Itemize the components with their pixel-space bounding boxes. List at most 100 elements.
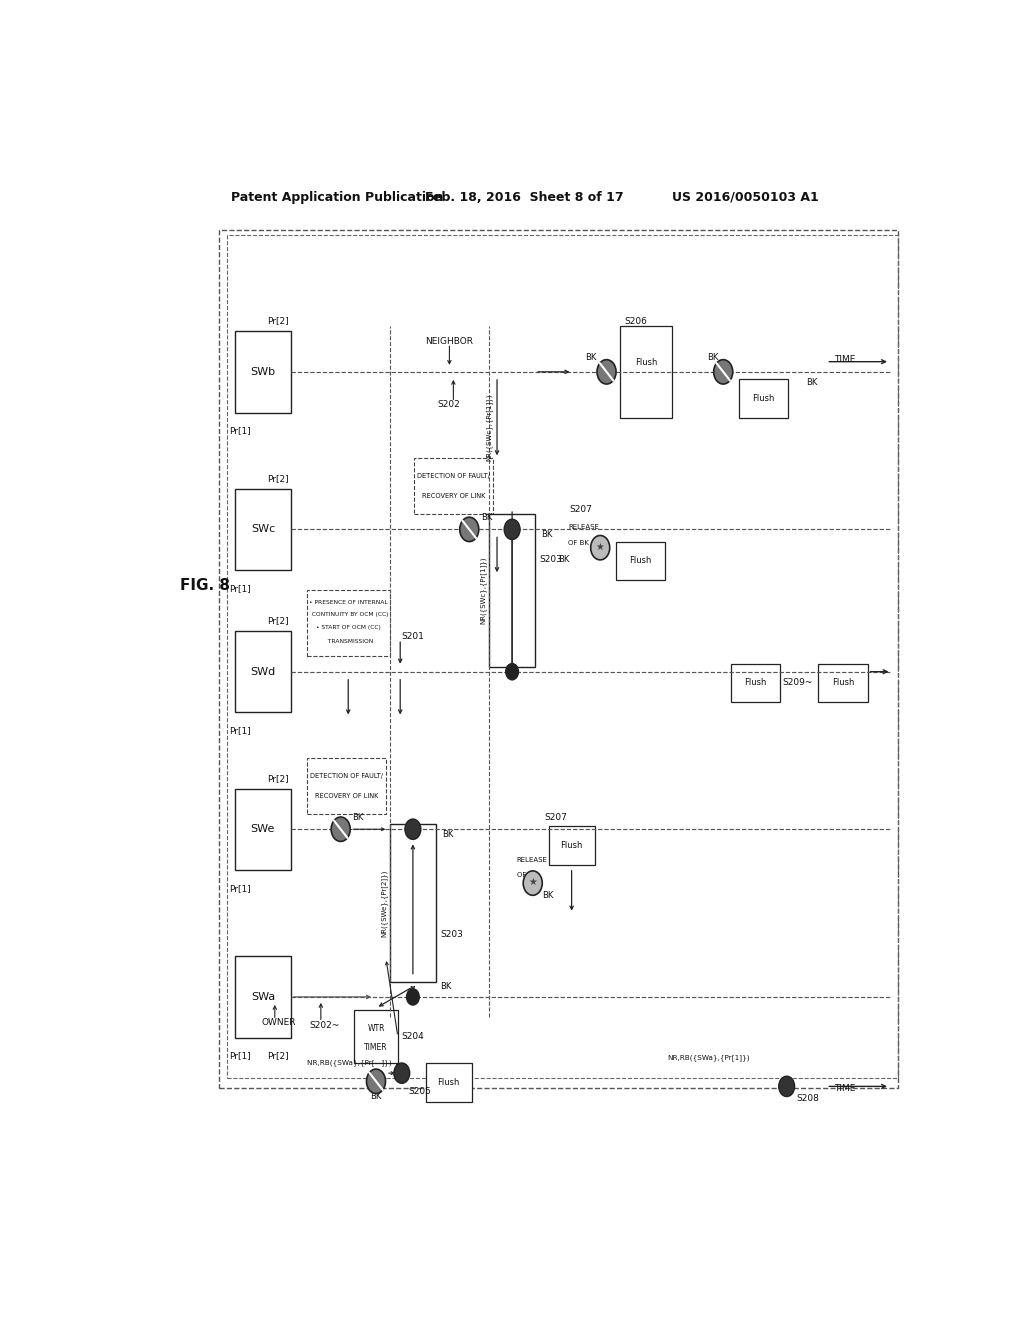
Text: S207: S207 (545, 813, 567, 821)
Text: Pr[1]: Pr[1] (229, 583, 251, 593)
Text: BK: BK (352, 813, 364, 821)
Text: TRANSMISSION: TRANSMISSION (324, 639, 373, 644)
Text: Patent Application Publication: Patent Application Publication (231, 190, 443, 203)
Circle shape (394, 1063, 410, 1084)
Text: RECOVERY OF LINK: RECOVERY OF LINK (422, 494, 485, 499)
Text: S208: S208 (797, 1094, 819, 1104)
Text: NEIGHBOR: NEIGHBOR (426, 337, 473, 346)
Text: S201: S201 (401, 631, 425, 640)
Circle shape (407, 989, 419, 1005)
Text: BK: BK (807, 378, 818, 387)
Text: OF BK: OF BK (568, 540, 590, 545)
Text: DETECTION OF FAULT/: DETECTION OF FAULT/ (417, 473, 489, 479)
Bar (219, 230, 898, 1089)
Text: BK: BK (371, 1092, 382, 1101)
Text: BK: BK (442, 830, 454, 838)
Text: S203: S203 (440, 929, 463, 939)
Text: Flush: Flush (831, 678, 854, 688)
Text: S202~: S202~ (309, 1020, 339, 1030)
Text: ★: ★ (528, 876, 538, 887)
Text: S206: S206 (624, 317, 647, 326)
Text: S209~: S209~ (782, 678, 813, 688)
Bar (236, 956, 291, 1038)
Text: S203: S203 (539, 556, 562, 565)
Text: Feb. 18, 2016  Sheet 8 of 17: Feb. 18, 2016 Sheet 8 of 17 (426, 190, 624, 203)
Text: BK: BK (585, 354, 596, 362)
Text: S202: S202 (437, 400, 460, 409)
Text: Flush: Flush (744, 678, 767, 688)
Text: DETECTION OF FAULT/: DETECTION OF FAULT/ (309, 774, 383, 779)
Text: Flush: Flush (630, 557, 652, 565)
Text: NR,RB({SWa},{Pr[1]}): NR,RB({SWa},{Pr[1]}) (668, 1055, 751, 1061)
Bar (489, 515, 536, 667)
Bar (306, 758, 386, 814)
Text: TIMER: TIMER (365, 1043, 388, 1052)
Text: Pr[2]: Pr[2] (267, 1052, 289, 1060)
Text: SWc: SWc (251, 524, 275, 535)
Circle shape (506, 664, 518, 680)
Text: • START OF OCM (CC): • START OF OCM (CC) (315, 624, 381, 630)
Bar (236, 631, 291, 713)
Text: S207: S207 (569, 504, 592, 513)
Text: NR({SWc},{Pr[1]}): NR({SWc},{Pr[1]}) (485, 393, 493, 462)
Circle shape (504, 519, 520, 540)
Text: FIG. 8: FIG. 8 (179, 578, 229, 593)
Text: RECOVERY OF LINK: RECOVERY OF LINK (314, 793, 378, 799)
Bar (227, 235, 898, 1078)
Text: S205: S205 (409, 1086, 431, 1096)
Text: TIME: TIME (835, 355, 856, 364)
Text: S204: S204 (401, 1032, 425, 1041)
Bar (306, 590, 390, 656)
Bar (414, 458, 493, 515)
Text: NR,RB({SWa},{Pr[   ]}): NR,RB({SWa},{Pr[ ]}) (306, 1060, 391, 1067)
Text: NR({SWc},{Pr[1]}): NR({SWc},{Pr[1]}) (479, 557, 486, 624)
Bar (620, 326, 672, 417)
Bar (390, 824, 436, 982)
Text: BK: BK (708, 354, 719, 362)
Text: • PRESENCE OF INTERNAL: • PRESENCE OF INTERNAL (309, 599, 388, 605)
Circle shape (714, 359, 733, 384)
Text: SWa: SWa (251, 991, 275, 1002)
Bar (236, 488, 291, 570)
Text: BK: BK (542, 529, 553, 539)
Circle shape (331, 817, 350, 841)
Text: RELEASE: RELEASE (517, 857, 548, 863)
Bar (426, 1063, 472, 1102)
Bar (818, 664, 867, 702)
Text: SWe: SWe (251, 824, 275, 834)
Text: OF BK: OF BK (517, 873, 538, 878)
Text: SWd: SWd (250, 667, 275, 677)
Text: Pr[2]: Pr[2] (267, 317, 289, 326)
Text: BK: BK (481, 512, 493, 521)
Circle shape (778, 1076, 795, 1097)
Text: Flush: Flush (560, 841, 583, 850)
Text: Flush: Flush (635, 358, 657, 367)
Text: BK: BK (558, 556, 569, 565)
Bar (739, 379, 788, 417)
Circle shape (597, 359, 616, 384)
Text: WTR: WTR (368, 1024, 385, 1034)
Text: Flush: Flush (753, 393, 775, 403)
Text: TIME: TIME (835, 1084, 856, 1093)
Text: SWb: SWb (250, 367, 275, 376)
Text: Pr[1]: Pr[1] (229, 426, 251, 436)
Text: Pr[1]: Pr[1] (229, 1052, 251, 1060)
Text: CONTINUITY BY OCM (CC): CONTINUITY BY OCM (CC) (308, 611, 388, 616)
Text: NR({SWe},{Pr[2]}): NR({SWe},{Pr[2]}) (380, 870, 387, 937)
Circle shape (591, 536, 609, 560)
Circle shape (404, 818, 421, 840)
Bar (616, 541, 666, 581)
Text: Pr[2]: Pr[2] (267, 474, 289, 483)
Text: RELEASE: RELEASE (568, 524, 599, 531)
Bar (354, 1010, 397, 1063)
Text: Pr[1]: Pr[1] (229, 883, 251, 892)
Circle shape (523, 871, 543, 895)
Bar (236, 788, 291, 870)
Text: US 2016/0050103 A1: US 2016/0050103 A1 (672, 190, 818, 203)
Bar (236, 331, 291, 412)
Bar (549, 826, 595, 865)
Text: ★: ★ (596, 541, 604, 552)
Circle shape (460, 517, 479, 541)
Bar (731, 664, 780, 702)
Text: Pr[2]: Pr[2] (267, 616, 289, 626)
